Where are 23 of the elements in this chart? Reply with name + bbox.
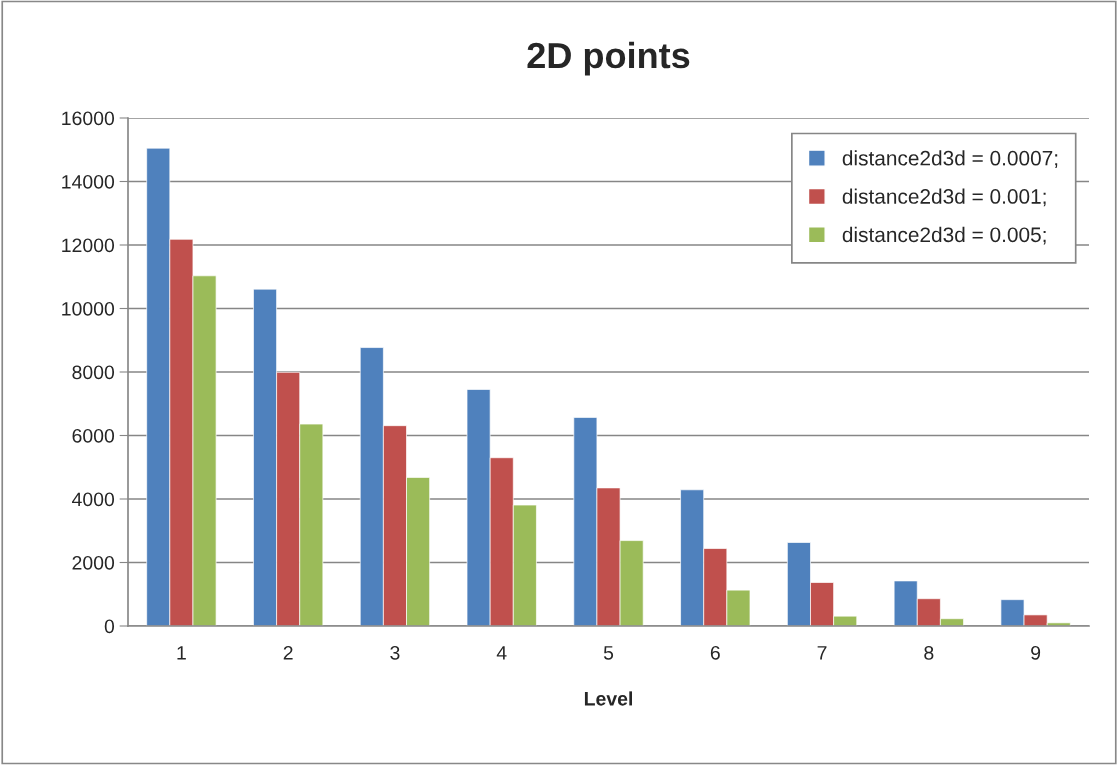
x-tick-label: 3 <box>390 645 400 660</box>
y-tick-label: 10000 <box>62 301 115 316</box>
x-tick-label: 2 <box>283 645 293 660</box>
x-tick-label: 5 <box>603 646 614 660</box>
x-tick-label: 9 <box>1031 645 1041 660</box>
y-tick-label: 2000 <box>72 555 115 570</box>
y-tick-label: 14000 <box>62 174 115 189</box>
x-tick-label: 7 <box>817 646 827 660</box>
x-axis-title: Level <box>584 691 632 706</box>
y-tick-label: 4000 <box>72 492 115 507</box>
x-tick-label: 1 <box>177 646 186 660</box>
legend-label: distance2d3d = 0.001; <box>842 188 1046 207</box>
chart-title: 2D points <box>527 41 690 76</box>
y-tick-label: 12000 <box>62 238 115 253</box>
y-tick-label: 0 <box>104 619 115 634</box>
y-tick-label: 8000 <box>72 365 115 380</box>
y-tick-label: 6000 <box>72 428 115 443</box>
y-tick-label: 16000 <box>62 111 115 126</box>
x-tick-label: 4 <box>496 646 507 660</box>
legend-label: distance2d3d = 0.0007; <box>842 150 1058 169</box>
x-tick-label: 8 <box>924 645 934 660</box>
x-tick-label: 6 <box>710 645 720 660</box>
legend-label: distance2d3d = 0.005; <box>842 226 1046 245</box>
